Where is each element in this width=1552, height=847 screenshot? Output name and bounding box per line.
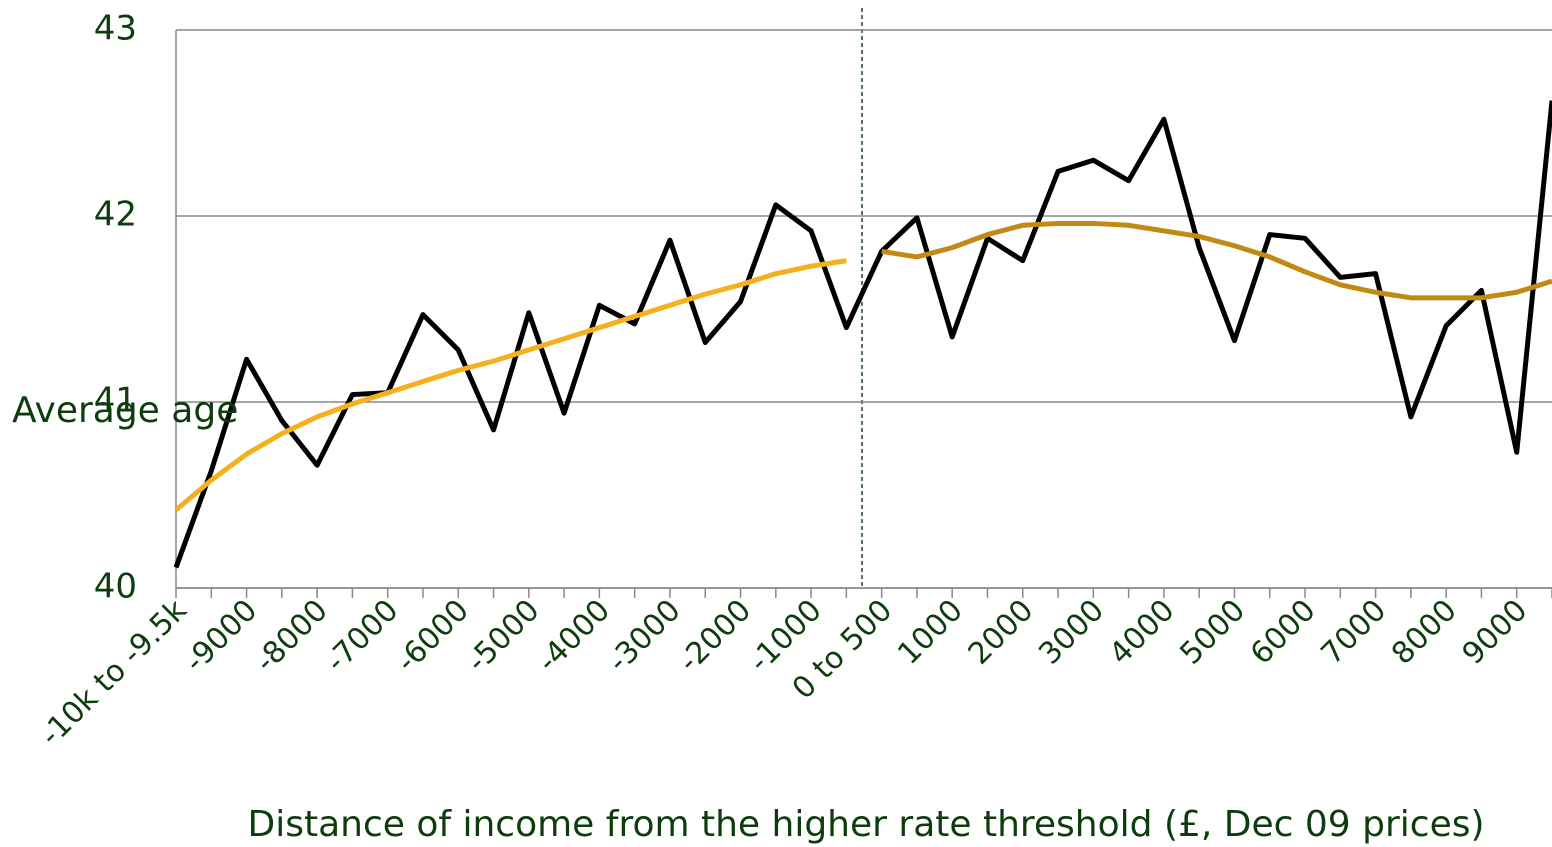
x-axis-title: Distance of income from the higher rate … <box>247 804 1484 845</box>
x-tick-label: 3000 <box>1032 593 1111 672</box>
x-tick-label: 1000 <box>891 593 970 672</box>
x-tick-label: -5000 <box>460 593 546 679</box>
x-tick-label: -6000 <box>390 593 476 679</box>
data-line <box>174 258 847 512</box>
x-tick-label: 4000 <box>1103 593 1182 672</box>
data-line <box>173 100 1552 569</box>
x-tick-label: 9000 <box>1456 593 1535 672</box>
x-tick-label: -4000 <box>531 593 617 679</box>
data-line <box>881 220 1552 301</box>
x-tick-label: -7000 <box>319 593 405 679</box>
x-tick-label: -8000 <box>248 593 334 679</box>
x-tick-label: -3000 <box>601 593 687 679</box>
x-tick-label: 6000 <box>1244 593 1323 672</box>
y-axis-title: Average age <box>12 390 238 431</box>
x-tick-label: -10k to -9.5k <box>34 592 195 753</box>
x-tick-label: 7000 <box>1315 593 1394 672</box>
y-tick-label: 40 <box>94 567 137 607</box>
y-tick-label: 42 <box>94 195 137 235</box>
y-tick-label: 43 <box>94 9 137 49</box>
x-tick-label: -9000 <box>178 593 264 679</box>
y-tick-label: 41 <box>94 381 137 421</box>
x-tick-label: 8000 <box>1385 593 1464 672</box>
x-tick-label: 2000 <box>962 593 1041 672</box>
x-tick-label: 5000 <box>1173 593 1252 672</box>
x-tick-label: -2000 <box>672 593 758 679</box>
